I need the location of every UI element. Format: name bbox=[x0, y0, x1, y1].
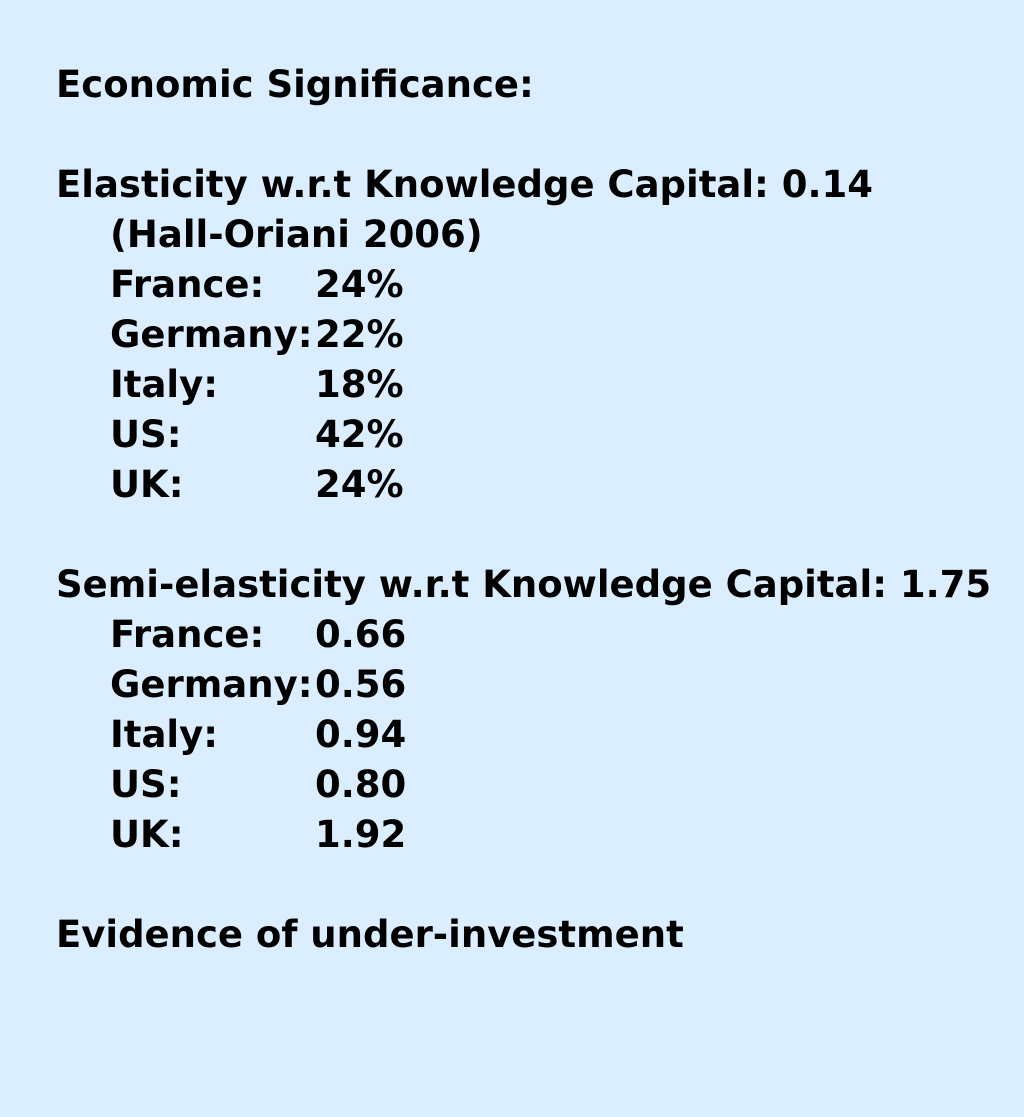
semi-elasticity-row: Germany:0.56 bbox=[56, 660, 1006, 710]
elasticity-value: 24% bbox=[315, 263, 404, 306]
country-label: Germany: bbox=[110, 663, 313, 706]
country-label: US: bbox=[110, 763, 182, 806]
semi-elasticity-row: France: 0.66 bbox=[56, 610, 1006, 660]
spacer bbox=[56, 860, 1006, 910]
elasticity-row: UK: 24% bbox=[56, 460, 1006, 510]
elasticity-row: France: 24% bbox=[56, 260, 1006, 310]
country-label: Italy: bbox=[110, 363, 219, 406]
semi-elasticity-value: 1.92 bbox=[315, 813, 407, 856]
semi-elasticity-row: UK: 1.92 bbox=[56, 810, 1006, 860]
semi-elasticity-value: 0.80 bbox=[315, 763, 407, 806]
semi-elasticity-line: Semi-elasticity w.r.t Knowledge Capital:… bbox=[56, 563, 992, 606]
country-label: Italy: bbox=[110, 713, 219, 756]
slide-content: Economic Significance: Elasticity w.r.t … bbox=[56, 60, 1006, 960]
elasticity-value: 42% bbox=[315, 413, 404, 456]
country-label: France: bbox=[110, 263, 265, 306]
semi-elasticity-row: US: 0.80 bbox=[56, 760, 1006, 810]
conclusion: Evidence of under-investment bbox=[56, 913, 684, 956]
elasticity-value: 24% bbox=[315, 463, 404, 506]
country-label: UK: bbox=[110, 463, 184, 506]
spacer bbox=[56, 110, 1006, 160]
country-label: UK: bbox=[110, 813, 184, 856]
elasticity-value: 18% bbox=[315, 363, 404, 406]
spacer bbox=[56, 510, 1006, 560]
country-label: France: bbox=[110, 613, 265, 656]
semi-elasticity-value: 0.94 bbox=[315, 713, 407, 756]
elasticity-source: (Hall-Oriani 2006) bbox=[110, 213, 483, 256]
elasticity-value: 22% bbox=[315, 313, 404, 356]
semi-elasticity-value: 0.66 bbox=[315, 613, 407, 656]
semi-elasticity-value: 0.56 bbox=[315, 663, 407, 706]
elasticity-row: Italy: 18% bbox=[56, 360, 1006, 410]
country-label: US: bbox=[110, 413, 182, 456]
elasticity-row: Germany:22% bbox=[56, 310, 1006, 360]
semi-elasticity-row: Italy: 0.94 bbox=[56, 710, 1006, 760]
elasticity-row: US: 42% bbox=[56, 410, 1006, 460]
heading: Economic Significance: bbox=[56, 63, 534, 106]
country-label: Germany: bbox=[110, 313, 313, 356]
elasticity-line: Elasticity w.r.t Knowledge Capital: 0.14 bbox=[56, 163, 874, 206]
